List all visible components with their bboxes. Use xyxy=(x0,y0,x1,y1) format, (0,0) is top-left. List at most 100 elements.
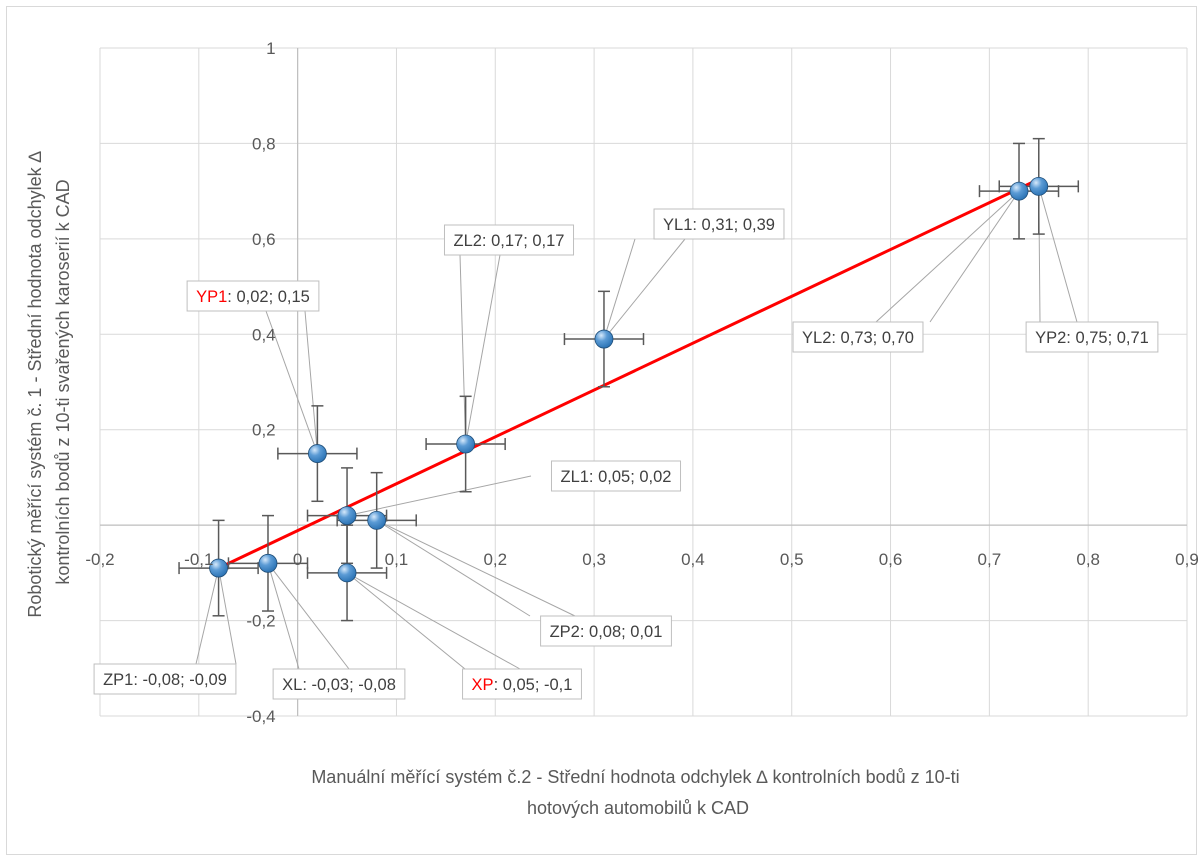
leader-layer xyxy=(195,186,1078,670)
error-layer xyxy=(178,137,1080,622)
leader-line xyxy=(346,475,532,517)
callout-box xyxy=(792,321,924,353)
data-point-xp xyxy=(337,563,357,583)
callout-point-name: YL1 xyxy=(663,216,692,234)
y-tick-label: 0,4 xyxy=(252,325,276,344)
y-tick-label: 0,8 xyxy=(252,134,276,153)
callout-label: YL1: 0,31; 0,39 xyxy=(663,216,775,234)
y-tick-label: -0,2 xyxy=(246,612,275,631)
data-point-xl xyxy=(258,553,278,573)
callout-point-name: YP2 xyxy=(1035,329,1066,347)
callout-label: YL2: 0,73; 0,70 xyxy=(802,329,914,347)
data-point-yp2 xyxy=(1029,176,1049,196)
callout-point-value: : -0,03; -0,08 xyxy=(302,676,396,694)
point-layer xyxy=(209,176,1049,583)
callout-point-name: XL xyxy=(282,676,302,694)
x-tick-label: 0,9 xyxy=(1175,550,1199,569)
callout-point-value: : -0,08; -0,09 xyxy=(133,671,227,689)
data-point-yp1 xyxy=(307,444,327,463)
tick-layer: -0,2 -0,1 0 0,1 0,2 0,3 0,4 0,5 0,6 0,7 0,8 0,9 -0,4… xyxy=(85,39,1198,726)
callout-point-name: ZP1 xyxy=(103,671,133,689)
x-tick-label: 0,3 xyxy=(582,550,606,569)
callout-box xyxy=(653,208,785,240)
callout-point-name: XP xyxy=(472,676,494,694)
callout-label: ZL2: 0,17; 0,17 xyxy=(453,232,564,250)
data-point-yl1 xyxy=(594,329,614,349)
leader-line xyxy=(267,563,350,670)
callout-point-name: ZL1 xyxy=(560,468,588,486)
callout-point-name: ZL2 xyxy=(453,232,481,250)
x-tick-label: 0,6 xyxy=(879,550,903,569)
callout-yp2: YP2: 0,75; 0,71 xyxy=(1025,321,1159,353)
callout-point-name: YL2 xyxy=(802,329,831,347)
callout-zl2: ZL2: 0,17; 0,17 xyxy=(443,224,575,256)
callout-layer: YL1: 0,31; 0,39 ZL2: 0,17; 0,17 YP1: 0,02;… xyxy=(93,208,1159,700)
callout-yl2: YL2: 0,73; 0,70 xyxy=(792,321,924,353)
x-axis-title: Manuální měřící systém č.2 - Střední hod… xyxy=(311,767,964,818)
trend-layer xyxy=(217,177,1040,570)
callout-label: ZP2: 0,08; 0,01 xyxy=(550,623,663,641)
callout-label: ZL1: 0,05; 0,02 xyxy=(560,468,671,486)
data-point-yl2 xyxy=(1009,181,1029,201)
data-point-zp2 xyxy=(367,510,387,530)
callout-point-value: : 0,02; 0,15 xyxy=(227,288,310,306)
callout-point-name: YP1 xyxy=(196,288,227,306)
callout-zp2: ZP2: 0,08; 0,01 xyxy=(540,615,672,647)
leader-line xyxy=(1038,186,1078,323)
callout-box xyxy=(540,615,672,647)
x-tick-label: 0 xyxy=(293,550,302,569)
callout-label: YP1: 0,02; 0,15 xyxy=(196,288,310,306)
y-axis-title-line-1: Robotický měřící systém č. 1 - Střední h… xyxy=(25,151,45,617)
x-tick-label: 0,7 xyxy=(978,550,1002,569)
data-point-zp1 xyxy=(209,558,228,578)
y-tick-label: 0,2 xyxy=(252,421,276,440)
callout-point-value: : 0,73; 0,70 xyxy=(831,329,914,347)
callout-box xyxy=(93,663,237,695)
callout-yl1: YL1: 0,31; 0,39 xyxy=(653,208,785,240)
callout-point-value: : 0,08; 0,01 xyxy=(580,623,663,641)
x-tick-label: 0,2 xyxy=(483,550,507,569)
callout-zp1: ZP1: -0,08; -0,09 xyxy=(93,663,237,695)
y-tick-label: 0,6 xyxy=(252,230,276,249)
leader-line xyxy=(875,190,1020,323)
callout-xp: XP: 0,05; -0,1 xyxy=(462,668,582,700)
trendline xyxy=(217,177,1040,570)
callout-box xyxy=(550,460,682,492)
x-tick-label: 0,4 xyxy=(681,550,705,569)
callout-xl: XL: -0,03; -0,08 xyxy=(272,668,406,700)
x-tick-label: -0,1 xyxy=(184,550,213,569)
x-tick-label: 0,1 xyxy=(385,550,409,569)
callout-point-value: : 0,17; 0,17 xyxy=(482,232,565,250)
callout-point-value: : 0,75; 0,71 xyxy=(1066,329,1149,347)
callout-box xyxy=(272,668,406,700)
callout-point-value: : 0,31; 0,39 xyxy=(692,216,775,234)
chart-frame xyxy=(6,6,1197,855)
callout-label: YP2: 0,75; 0,71 xyxy=(1035,329,1149,347)
callout-box xyxy=(186,280,320,312)
x-axis-title-line-2: hotových automobilů k CAD xyxy=(527,798,749,818)
callout-box xyxy=(443,224,575,256)
data-point-zl1 xyxy=(337,506,357,525)
callout-point-value: : 0,05; -0,1 xyxy=(494,676,573,694)
y-axis-title-line-2: kontrolních bodů z 10-ti svařených karos… xyxy=(53,179,73,584)
x-axis-title-line-1: Manuální měřící systém č.2 - Střední hod… xyxy=(311,767,959,787)
callout-point-value: : 0,05; 0,02 xyxy=(589,468,672,486)
callout-yp1: YP1: 0,02; 0,15 xyxy=(186,280,320,312)
callout-point-name: ZP2 xyxy=(550,623,580,641)
axis-layer xyxy=(100,48,1187,716)
y-tick-label: 1 xyxy=(266,39,275,58)
callout-box xyxy=(1025,321,1159,353)
y-axis-title: Robotický měřící systém č. 1 - Střední h… xyxy=(25,146,73,617)
x-tick-label: -0,2 xyxy=(85,550,114,569)
x-tick-label: 0,8 xyxy=(1076,550,1100,569)
callout-box xyxy=(462,668,582,700)
data-point-zl2 xyxy=(456,434,476,454)
y-tick-label: -0,4 xyxy=(246,707,275,726)
grid-layer xyxy=(99,47,1188,717)
callout-label: XP: 0,05; -0,1 xyxy=(472,676,573,694)
callout-label: ZP1: -0,08; -0,09 xyxy=(103,671,227,689)
leader-line xyxy=(603,238,686,340)
callout-label: XL: -0,03; -0,08 xyxy=(282,676,396,694)
callout-zl1: ZL1: 0,05; 0,02 xyxy=(550,460,682,492)
